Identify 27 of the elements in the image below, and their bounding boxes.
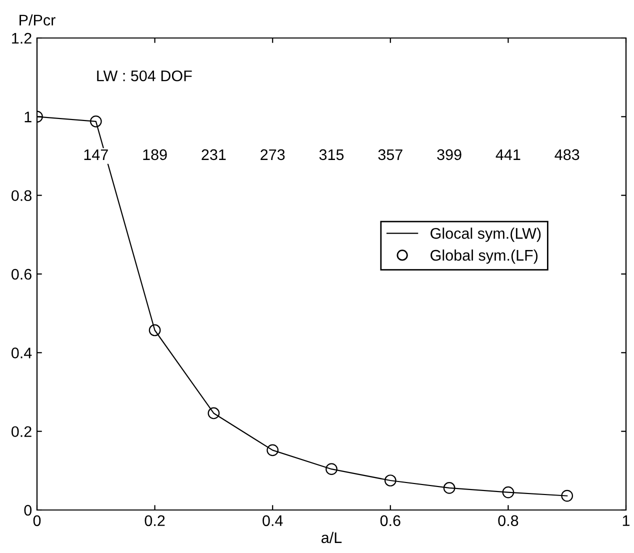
x-axis-title: a/L [322, 532, 342, 544]
x-tick-label: 1 [622, 515, 630, 526]
annotation: 273 [260, 149, 285, 160]
annotation: LW : 504 DOF [97, 70, 192, 82]
annotation: 483 [554, 149, 580, 160]
annotation: 231 [202, 149, 226, 160]
annotation: 315 [319, 149, 344, 160]
x-tick-label: 0.6 [380, 515, 400, 526]
annotation: 189 [143, 149, 167, 160]
y-axis-title: P/Pcr [20, 14, 56, 26]
legend-label: Glocal sym.(LW) [430, 228, 541, 242]
annotation: 441 [496, 149, 520, 160]
annotation: 399 [437, 149, 462, 160]
y-tick-label: 1 [24, 112, 32, 122]
y-tick-label: 0.4 [12, 348, 32, 358]
annotation: 147 [84, 149, 108, 160]
y-tick-label: 0 [24, 504, 32, 516]
x-tick-label: 0.8 [498, 515, 518, 526]
annotation: 357 [378, 149, 402, 160]
x-tick-label: 0.4 [262, 515, 283, 526]
y-tick-label: 1.2 [12, 32, 32, 44]
x-tick-label: 0 [33, 515, 41, 526]
legend-label: Global sym.(LF) [430, 250, 538, 264]
y-tick-label: 0.8 [12, 190, 32, 202]
x-tick-label: 0.2 [144, 515, 165, 526]
y-tick-label: 0.2 [12, 426, 32, 438]
y-tick-label: 0.6 [12, 268, 32, 280]
